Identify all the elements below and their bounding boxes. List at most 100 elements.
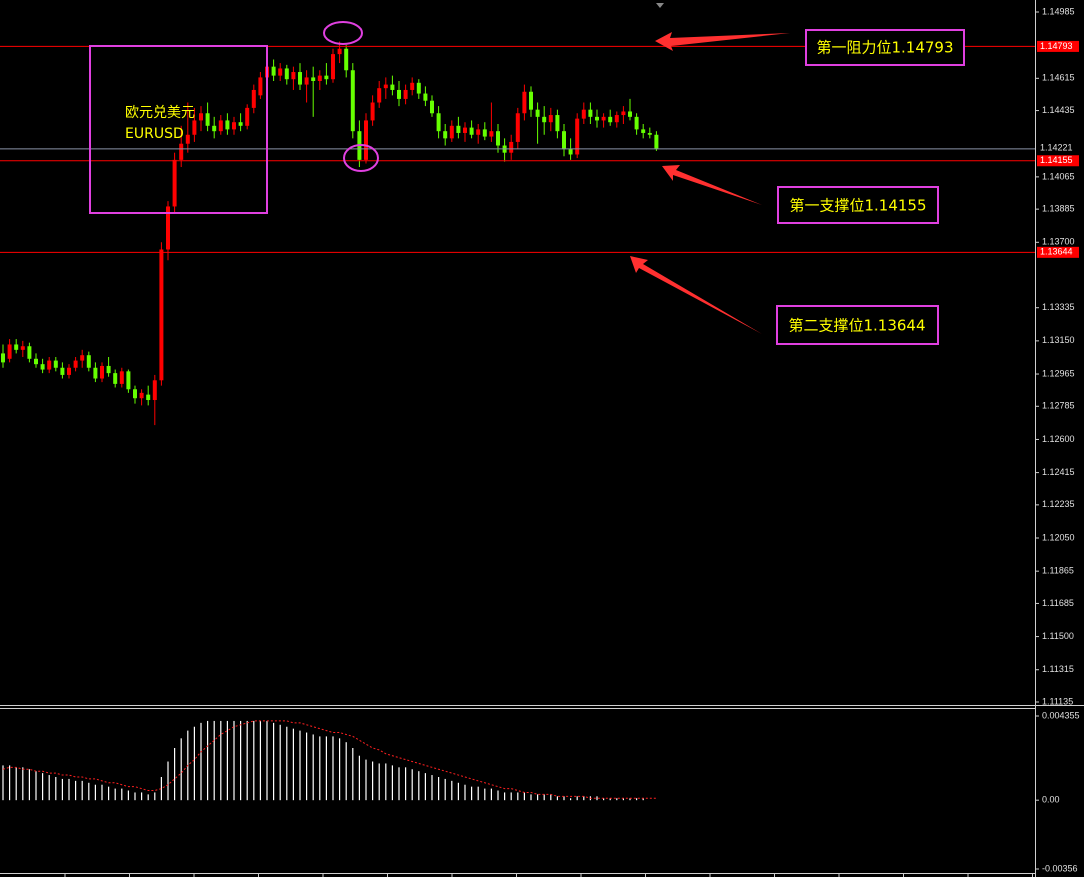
annotation-box [776,305,939,345]
candle-body [509,141,514,153]
candle-body [647,132,652,135]
candle-body [628,111,632,117]
candle-body [562,131,566,150]
candle-body [251,89,256,108]
level-tag-label: 1.13644 [1040,247,1073,257]
candle-body [93,367,98,379]
y-tick-label: 1.11865 [1042,566,1074,576]
y-tick-label: 1.11685 [1042,598,1074,608]
candle-body [364,120,368,160]
candle-body [166,206,170,250]
candle-body [641,129,646,133]
candle-body [463,127,467,133]
y-tick-label: 1.13885 [1042,204,1075,214]
level-tag [1037,246,1079,258]
candle-body [232,122,236,130]
candle-body [344,48,349,71]
candle-body [304,77,309,85]
y-tick-label: 0.00 [1042,795,1060,805]
candle-body [258,77,263,96]
y-tick-label: 1.12235 [1042,499,1075,509]
level-tag [1037,40,1079,52]
y-tick-label: 1.14065 [1042,171,1075,181]
annotation-text: 第一阻力位1.14793 [816,39,953,57]
chart-title: 欧元兑美元 [125,105,195,121]
candle-body [568,149,573,155]
candle-body [152,380,157,401]
candle-body [1,353,5,363]
candle-body [271,66,276,76]
candle-body [337,48,342,55]
candle-body [14,344,19,350]
candle-body [601,116,606,121]
candle-body [595,116,599,121]
candle-body [53,360,58,368]
candle-body [390,84,395,90]
y-tick-label: -0.00356 [1042,863,1078,873]
candle-body [291,72,296,80]
candle-body [410,82,415,90]
candle-body [34,358,38,365]
candle-body [436,113,441,132]
candle-body [331,54,335,80]
candle-body [614,115,619,123]
y-tick-label: 1.12050 [1042,532,1075,542]
candle-body [482,129,487,137]
candle-body [60,367,65,375]
candle-body [225,120,230,130]
candle-body [100,365,104,379]
highlight-box [89,45,268,214]
candle-body [522,91,527,114]
current-price-label: 1.14221 [1040,142,1073,152]
candle-body [489,131,494,137]
candle-body [654,134,659,149]
candle-body [139,392,144,399]
y-tick-label: 1.13335 [1042,302,1075,312]
candle-body [146,394,151,401]
candle-body [496,131,500,146]
candle-body [86,355,91,368]
candle-body [377,88,382,103]
level-tag [1037,155,1079,167]
plot-area: 1.14985 1.14615 1.14435 1.14065 1.13885 1.137… [0,6,1080,877]
candle-body [133,389,137,399]
candle-body [469,127,474,135]
arrow [630,256,762,334]
highlight-circle [323,21,363,45]
level-tag-label: 1.14155 [1040,155,1073,165]
candle-body [621,111,626,116]
scroll-marker [656,3,664,8]
candle-body [317,75,322,81]
candle-body [205,113,210,126]
candle-body [7,344,12,359]
candle-body [73,360,78,368]
candle-body [27,346,32,359]
candle-body [113,373,118,384]
candle-body [370,102,375,121]
candle-body [212,125,217,132]
candle-body [456,125,461,133]
arrow [655,32,790,51]
candle-body [192,120,197,135]
annotation-text: 第二支撑位1.13644 [788,317,925,335]
y-tick-label: 1.13150 [1042,335,1075,345]
candle-body [383,84,388,89]
candle-body [403,89,408,99]
annotation-box [805,29,965,66]
candle-body [350,70,355,132]
candle-body [185,134,190,144]
candle-body [423,93,428,101]
candle-body [443,131,448,139]
candle-body [476,129,481,135]
y-tick-label: 1.12785 [1042,401,1075,411]
candle-body [278,68,283,76]
highlight-circle [343,144,379,172]
candle-body [416,82,421,94]
candle-body [119,371,124,384]
candle-body [449,125,454,139]
candle-body [298,72,302,85]
annotation-box [777,186,939,224]
candle-body [529,91,533,110]
candle-body [106,365,111,374]
candle-body [555,115,560,132]
